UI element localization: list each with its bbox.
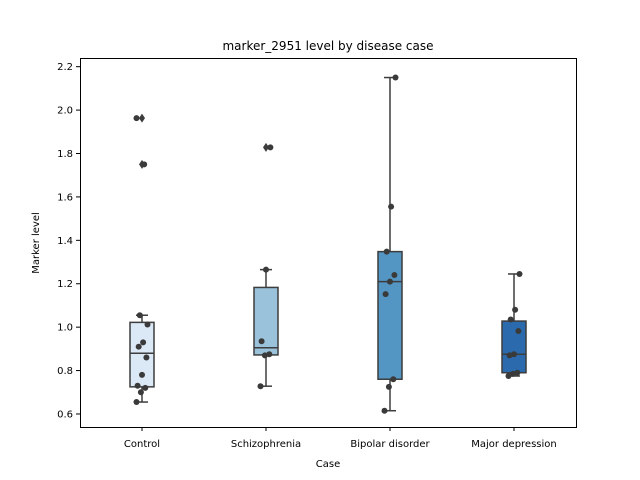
y-axis: 0.6 0.8 1.0 1.2 1.4 1.6 1.8 2.0 2.2 [57,62,80,420]
data-point [136,312,143,319]
data-point [257,383,264,390]
x-axis-title: Case [316,459,340,470]
box-group-control [129,113,155,406]
data-point [135,343,142,350]
data-point [141,161,148,168]
y-tick-label: 0.6 [57,409,73,420]
data-point [133,115,140,122]
data-point [142,384,149,391]
box [377,250,403,380]
x-axis: Control Schizophrenia Bipolar disorder Majo… [124,427,557,450]
data-point [144,321,151,328]
data-point [391,272,398,279]
box-group-major-depression [501,270,527,379]
data-point [383,248,390,255]
plot-area [129,74,527,414]
data-point [507,316,514,323]
y-tick-label: 1.2 [57,279,73,290]
box-group-bipolar-disorder [377,74,403,414]
y-tick-label: 1.0 [57,323,73,334]
box [253,286,279,356]
data-point [140,339,147,346]
data-point [515,328,522,335]
data-point [385,383,392,390]
data-point [511,351,517,358]
y-tick-label: 0.8 [57,366,73,377]
y-tick-label: 1.8 [57,149,73,160]
y-tick-label: 2.2 [57,62,73,73]
data-point [381,407,388,414]
data-point [392,74,399,81]
data-point [390,376,397,383]
y-tick-label: 2.0 [57,106,73,117]
data-point [514,369,521,376]
data-point [387,278,393,285]
data-point [516,270,523,277]
data-point [133,399,140,406]
x-tick-label: Major depression [471,439,557,450]
data-point [382,291,389,298]
x-tick-label: Bipolar disorder [350,439,430,450]
x-tick-label: Control [124,439,160,450]
x-tick-label: Schizophrenia [231,439,301,450]
data-point [143,354,150,361]
chart-title: marker_2951 level by disease case [222,39,433,53]
data-point [139,371,145,378]
data-point [134,382,141,389]
data-point [512,306,519,313]
data-point [267,144,274,151]
box-group-schizophrenia [253,142,279,390]
data-point [137,389,144,396]
y-axis-title: Marker level [31,212,42,274]
outlier-marker [263,142,269,152]
data-point [388,203,395,210]
box [501,320,527,374]
y-tick-label: 1.6 [57,192,73,203]
outlier-marker [139,113,145,123]
plot-frame [80,58,577,428]
data-point [258,338,265,345]
data-point [263,266,269,273]
y-tick-label: 1.4 [57,236,73,247]
data-point [266,351,273,358]
